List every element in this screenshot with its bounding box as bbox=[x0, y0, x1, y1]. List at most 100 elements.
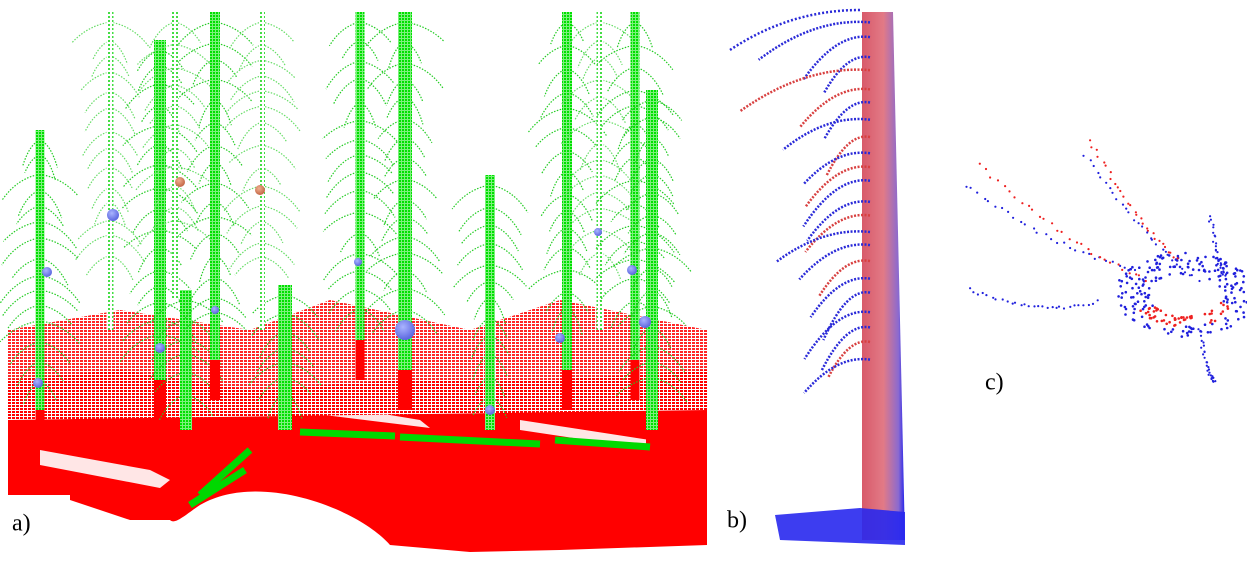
branch bbox=[329, 22, 360, 46]
branch bbox=[175, 22, 200, 43]
point bbox=[1135, 283, 1138, 286]
trunk-base bbox=[775, 508, 905, 545]
point bbox=[1201, 340, 1203, 342]
branch bbox=[215, 43, 252, 67]
branch bbox=[228, 145, 262, 163]
trunk-base bbox=[210, 360, 220, 400]
sphere bbox=[395, 320, 415, 340]
point bbox=[1169, 252, 1171, 254]
point bbox=[1165, 251, 1167, 253]
point bbox=[1165, 323, 1168, 326]
panel-a bbox=[0, 12, 707, 552]
trunk-base bbox=[485, 430, 495, 470]
point bbox=[1182, 316, 1185, 319]
point bbox=[1242, 281, 1245, 284]
point bbox=[1163, 328, 1166, 331]
point bbox=[1146, 231, 1148, 233]
point bbox=[1177, 257, 1179, 259]
branch bbox=[40, 275, 80, 302]
point bbox=[1203, 351, 1205, 353]
point bbox=[1183, 319, 1186, 322]
point bbox=[1148, 314, 1151, 317]
point bbox=[979, 163, 981, 165]
point bbox=[1041, 305, 1043, 307]
point bbox=[1154, 238, 1156, 240]
branch bbox=[175, 221, 213, 242]
point bbox=[1090, 159, 1092, 161]
point bbox=[1110, 171, 1112, 173]
trunk bbox=[36, 130, 45, 450]
point bbox=[1225, 278, 1228, 281]
branch bbox=[178, 79, 215, 99]
point bbox=[1097, 172, 1099, 174]
point bbox=[1211, 310, 1214, 313]
point bbox=[1181, 268, 1183, 270]
branch bbox=[360, 139, 394, 166]
point bbox=[1202, 341, 1204, 343]
point bbox=[1007, 300, 1009, 302]
point bbox=[1118, 263, 1120, 265]
point bbox=[1179, 266, 1182, 269]
branch bbox=[262, 145, 296, 169]
point bbox=[1150, 317, 1153, 320]
point bbox=[1001, 207, 1003, 209]
point bbox=[1217, 275, 1220, 278]
point bbox=[1028, 305, 1030, 307]
point bbox=[1045, 233, 1047, 235]
sphere bbox=[354, 258, 362, 266]
point bbox=[1186, 316, 1189, 319]
point bbox=[1207, 366, 1209, 368]
point bbox=[1133, 312, 1136, 315]
point bbox=[1243, 316, 1246, 319]
branch bbox=[803, 153, 870, 185]
point bbox=[1114, 183, 1116, 185]
branch bbox=[360, 253, 397, 274]
point bbox=[1131, 287, 1134, 290]
branch bbox=[452, 185, 490, 209]
point bbox=[977, 293, 979, 295]
point bbox=[1126, 282, 1129, 285]
trunk bbox=[862, 12, 905, 540]
point bbox=[1162, 249, 1164, 251]
trunk bbox=[172, 12, 178, 300]
point bbox=[1124, 267, 1126, 269]
point bbox=[1155, 243, 1157, 245]
point bbox=[1234, 275, 1237, 278]
point bbox=[1168, 321, 1171, 324]
branch bbox=[570, 192, 600, 217]
point bbox=[1173, 266, 1176, 269]
point bbox=[1234, 301, 1237, 304]
point bbox=[1218, 285, 1221, 288]
branch bbox=[329, 270, 360, 289]
point bbox=[1138, 278, 1141, 281]
point bbox=[1182, 330, 1185, 333]
point bbox=[1214, 320, 1217, 323]
trunk-base bbox=[180, 430, 192, 470]
point bbox=[1051, 222, 1053, 224]
trunk bbox=[107, 12, 114, 330]
point bbox=[1214, 380, 1216, 382]
point bbox=[1156, 266, 1159, 269]
point bbox=[1168, 273, 1171, 276]
branch bbox=[490, 265, 526, 287]
point bbox=[1138, 286, 1141, 289]
point bbox=[1134, 269, 1136, 271]
point bbox=[1210, 378, 1212, 380]
branch bbox=[230, 76, 262, 101]
point bbox=[994, 206, 996, 208]
point bbox=[1224, 275, 1226, 277]
point bbox=[985, 168, 987, 170]
point bbox=[1184, 271, 1186, 273]
point bbox=[1031, 209, 1033, 211]
point bbox=[1159, 263, 1162, 266]
branch bbox=[40, 290, 78, 312]
sphere bbox=[255, 185, 265, 195]
point bbox=[1219, 267, 1221, 269]
branch bbox=[323, 120, 360, 138]
point bbox=[1021, 202, 1023, 204]
point bbox=[1200, 347, 1202, 349]
point bbox=[1204, 357, 1206, 359]
point bbox=[1157, 255, 1160, 258]
trunk bbox=[562, 12, 572, 410]
branch bbox=[110, 256, 133, 282]
